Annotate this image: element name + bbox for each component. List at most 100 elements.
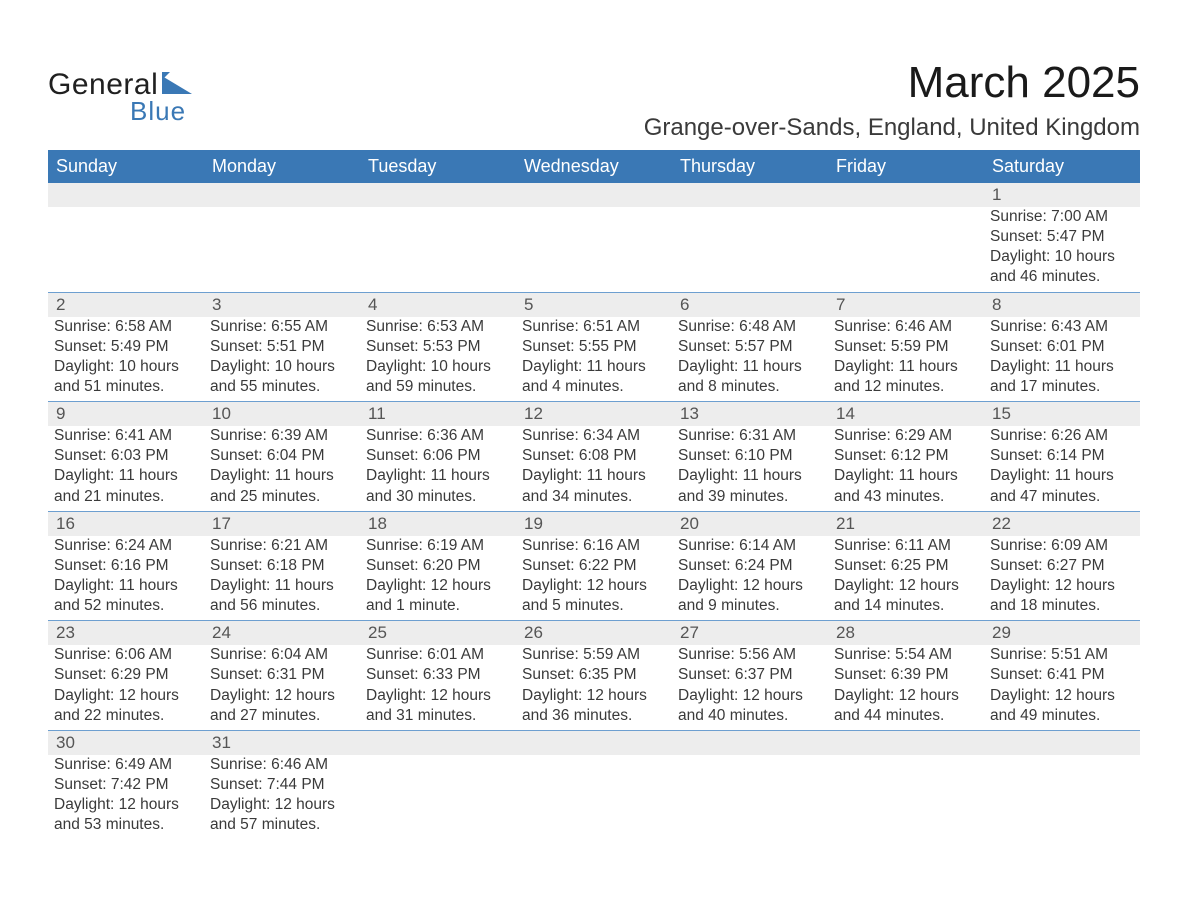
calendar-day: 19Sunrise: 6:16 AMSunset: 6:22 PMDayligh… — [516, 512, 672, 621]
sunset-text: Sunset: 6:14 PM — [990, 446, 1134, 466]
dl2-text: and 36 minutes. — [522, 706, 666, 726]
day-number: 12 — [516, 402, 672, 426]
sunset-text: Sunset: 6:22 PM — [522, 556, 666, 576]
logo-word2: Blue — [130, 96, 186, 127]
sunrise-text: Sunrise: 6:36 AM — [366, 426, 510, 446]
day-number: 31 — [204, 731, 360, 755]
dl2-text: and 5 minutes. — [522, 596, 666, 616]
calendar-day: 0 — [360, 183, 516, 292]
dl1-text: Daylight: 11 hours — [834, 357, 978, 377]
dl2-text: and 30 minutes. — [366, 487, 510, 507]
day-number: 0 — [204, 183, 360, 207]
sunset-text: Sunset: 6:12 PM — [834, 446, 978, 466]
sunset-text: Sunset: 6:10 PM — [678, 446, 822, 466]
day-number: 0 — [360, 731, 516, 755]
day-number: 16 — [48, 512, 204, 536]
sunset-text: Sunset: 6:31 PM — [210, 665, 354, 685]
dl1-text: Daylight: 11 hours — [54, 576, 198, 596]
sunrise-text: Sunrise: 6:26 AM — [990, 426, 1134, 446]
day-number: 0 — [672, 183, 828, 207]
day-number: 0 — [48, 183, 204, 207]
dl1-text: Daylight: 11 hours — [210, 466, 354, 486]
calendar-week: 16Sunrise: 6:24 AMSunset: 6:16 PMDayligh… — [48, 511, 1140, 621]
dl2-text: and 14 minutes. — [834, 596, 978, 616]
sunset-text: Sunset: 5:49 PM — [54, 337, 198, 357]
header: General Blue March 2025 Grange-over-Sand… — [48, 40, 1140, 142]
day-header: Sunday — [48, 150, 204, 183]
dl2-text: and 12 minutes. — [834, 377, 978, 397]
calendar-body: 0000001Sunrise: 7:00 AMSunset: 5:47 PMDa… — [48, 183, 1140, 839]
sunset-text: Sunset: 6:33 PM — [366, 665, 510, 685]
calendar-day: 0 — [516, 731, 672, 840]
calendar-day: 5Sunrise: 6:51 AMSunset: 5:55 PMDaylight… — [516, 293, 672, 402]
title-block: March 2025 Grange-over-Sands, England, U… — [644, 40, 1140, 142]
calendar-day: 18Sunrise: 6:19 AMSunset: 6:20 PMDayligh… — [360, 512, 516, 621]
calendar-day: 9Sunrise: 6:41 AMSunset: 6:03 PMDaylight… — [48, 402, 204, 511]
dl1-text: Daylight: 10 hours — [366, 357, 510, 377]
dl1-text: Daylight: 12 hours — [210, 686, 354, 706]
calendar-day: 31Sunrise: 6:46 AMSunset: 7:44 PMDayligh… — [204, 731, 360, 840]
sunrise-text: Sunrise: 5:51 AM — [990, 645, 1134, 665]
dl2-text: and 56 minutes. — [210, 596, 354, 616]
sunrise-text: Sunrise: 6:34 AM — [522, 426, 666, 446]
dl2-text: and 18 minutes. — [990, 596, 1134, 616]
location: Grange-over-Sands, England, United Kingd… — [644, 114, 1140, 142]
sunrise-text: Sunrise: 6:06 AM — [54, 645, 198, 665]
dl1-text: Daylight: 10 hours — [990, 247, 1134, 267]
day-number: 0 — [672, 731, 828, 755]
calendar-day: 2Sunrise: 6:58 AMSunset: 5:49 PMDaylight… — [48, 293, 204, 402]
dl2-text: and 31 minutes. — [366, 706, 510, 726]
dl1-text: Daylight: 11 hours — [522, 357, 666, 377]
dl2-text: and 17 minutes. — [990, 377, 1134, 397]
calendar-day: 11Sunrise: 6:36 AMSunset: 6:06 PMDayligh… — [360, 402, 516, 511]
day-header: Wednesday — [516, 150, 672, 183]
dl1-text: Daylight: 12 hours — [834, 576, 978, 596]
dl2-text: and 46 minutes. — [990, 267, 1134, 287]
day-number: 17 — [204, 512, 360, 536]
day-number: 15 — [984, 402, 1140, 426]
sunrise-text: Sunrise: 6:09 AM — [990, 536, 1134, 556]
sunrise-text: Sunrise: 6:48 AM — [678, 317, 822, 337]
sunrise-text: Sunrise: 6:55 AM — [210, 317, 354, 337]
sunrise-text: Sunrise: 6:41 AM — [54, 426, 198, 446]
dl1-text: Daylight: 12 hours — [366, 686, 510, 706]
sunrise-text: Sunrise: 6:16 AM — [522, 536, 666, 556]
dl2-text: and 53 minutes. — [54, 815, 198, 835]
day-number: 9 — [48, 402, 204, 426]
month-title: March 2025 — [644, 58, 1140, 108]
day-number: 8 — [984, 293, 1140, 317]
calendar-week: 2Sunrise: 6:58 AMSunset: 5:49 PM Daylight… — [48, 292, 1140, 402]
calendar-day: 14Sunrise: 6:29 AMSunset: 6:12 PMDayligh… — [828, 402, 984, 511]
sunset-text: Sunset: 5:59 PM — [834, 337, 978, 357]
day-number: 2 — [48, 293, 204, 317]
day-header: Tuesday — [360, 150, 516, 183]
dl2-text: and 27 minutes. — [210, 706, 354, 726]
calendar-day: 1Sunrise: 7:00 AMSunset: 5:47 PMDaylight… — [984, 183, 1140, 292]
day-number: 0 — [516, 731, 672, 755]
dl2-text: and 55 minutes. — [210, 377, 354, 397]
sunset-text: Sunset: 6:08 PM — [522, 446, 666, 466]
calendar-day: 24Sunrise: 6:04 AMSunset: 6:31 PMDayligh… — [204, 621, 360, 730]
sunset-text: Sunset: 6:37 PM — [678, 665, 822, 685]
calendar-week: 30Sunrise: 6:49 AMSunset: 7:42 PMDayligh… — [48, 730, 1140, 840]
day-number: 30 — [48, 731, 204, 755]
calendar-day: 20Sunrise: 6:14 AMSunset: 6:24 PMDayligh… — [672, 512, 828, 621]
dl1-text: Daylight: 12 hours — [210, 795, 354, 815]
calendar-day: 29Sunrise: 5:51 AMSunset: 6:41 PMDayligh… — [984, 621, 1140, 730]
calendar-week: 0000001Sunrise: 7:00 AMSunset: 5:47 PMDa… — [48, 183, 1140, 292]
sunset-text: Sunset: 5:57 PM — [678, 337, 822, 357]
dl2-text: and 21 minutes. — [54, 487, 198, 507]
sunset-text: Sunset: 6:27 PM — [990, 556, 1134, 576]
sunrise-text: Sunrise: 7:00 AM — [990, 207, 1134, 227]
sunset-text: Sunset: 5:47 PM — [990, 227, 1134, 247]
calendar-day: 12Sunrise: 6:34 AMSunset: 6:08 PMDayligh… — [516, 402, 672, 511]
sunset-text: Sunset: 6:29 PM — [54, 665, 198, 685]
day-number: 25 — [360, 621, 516, 645]
dl2-text: and 4 minutes. — [522, 377, 666, 397]
sunrise-text: Sunrise: 6:46 AM — [210, 755, 354, 775]
calendar-day: 21Sunrise: 6:11 AMSunset: 6:25 PMDayligh… — [828, 512, 984, 621]
day-number: 7 — [828, 293, 984, 317]
sunrise-text: Sunrise: 6:58 AM — [54, 317, 198, 337]
day-number: 26 — [516, 621, 672, 645]
calendar: Sunday Monday Tuesday Wednesday Thursday… — [48, 150, 1140, 839]
